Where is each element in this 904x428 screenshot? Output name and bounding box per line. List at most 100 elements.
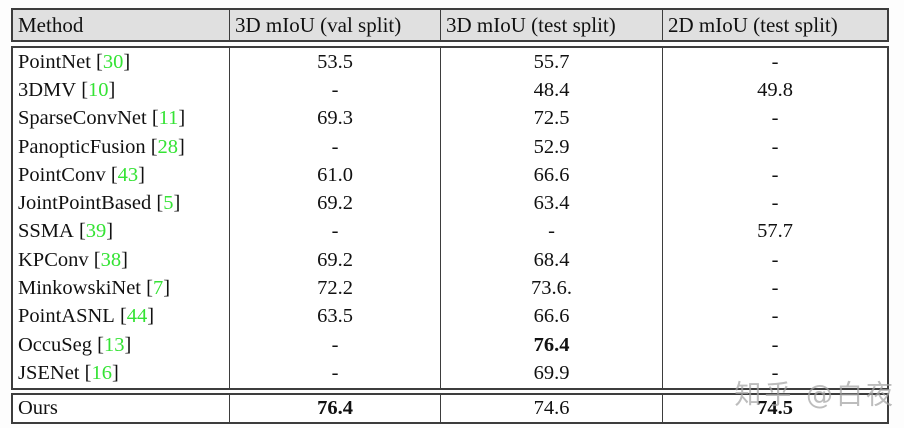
val-miou-cell: -	[229, 132, 440, 162]
val-miou-cell: 53.5	[229, 48, 440, 77]
method-cell: PointConv [43]	[13, 161, 229, 189]
test2d-miou-cell: -	[662, 246, 887, 275]
method-name: KPConv	[18, 248, 89, 271]
citation-ref[interactable]: 38	[100, 248, 122, 271]
column-header-3d-miou-test: 3D mIoU (test split)	[440, 10, 662, 40]
test2d-miou-cell: -	[662, 48, 887, 77]
method-name: JointPointBased	[18, 192, 152, 215]
citation-bracket: [	[88, 248, 101, 271]
method-name: OccuSeg	[18, 333, 93, 356]
test3d-miou-cell: 72.5	[440, 104, 662, 133]
val-miou-cell: -	[229, 330, 440, 360]
method-cell: PanopticFusion [28]	[13, 133, 229, 161]
method-name: JSENet	[18, 361, 80, 384]
test2d-miou-cell: 49.8	[662, 76, 887, 105]
method-cell: KPConv [38]	[13, 246, 229, 274]
val-miou-cell: 69.3	[229, 104, 440, 133]
test2d-miou-cell: -	[662, 132, 887, 162]
citation-bracket: [	[151, 192, 164, 215]
citation-bracket: [	[105, 163, 118, 186]
method-cell: MinkowskiNet [7]	[13, 274, 229, 302]
citation-ref[interactable]: 5	[163, 192, 174, 215]
citation-ref[interactable]: 43	[117, 163, 139, 186]
citation-bracket: ]	[178, 107, 186, 130]
method-name: PanopticFusion	[18, 135, 146, 158]
test3d-miou-cell: 52.9	[440, 132, 662, 162]
val-miou-cell: 72.2	[229, 274, 440, 303]
method-cell: 3DMV [10]	[13, 76, 229, 104]
citation-bracket: [	[90, 50, 103, 73]
val-miou-cell: -	[229, 359, 440, 388]
val-miou-cell: 63.5	[229, 302, 440, 331]
citation-bracket: ]	[138, 163, 145, 186]
method-cell: PointNet [30]	[13, 48, 229, 76]
table-body: PointNet [30] 53.5 55.7-3DMV [10] -48.4 49.8…	[11, 46, 889, 390]
citation-bracket: ]	[173, 192, 181, 215]
citation-bracket: [	[141, 277, 153, 300]
test3d-miou-cell: -	[440, 217, 662, 247]
citation-ref[interactable]: 13	[103, 333, 125, 356]
val-miou-cell: -	[229, 217, 440, 247]
test2d-miou-cell: -	[662, 161, 887, 190]
method-cell: SparseConvNet [11]	[13, 105, 229, 133]
citation-bracket: ]	[147, 305, 155, 328]
citation-bracket: ]	[108, 78, 116, 101]
citation-ref[interactable]: 11	[158, 107, 179, 130]
test2d-miou-cell: -	[662, 104, 887, 133]
column-header-method: Method	[18, 12, 84, 37]
test3d-miou-cell: 68.4	[440, 246, 662, 275]
val-miou-cell: 69.2	[229, 246, 440, 275]
test2d-miou-cell: 57.7	[662, 217, 887, 247]
citation-ref[interactable]: 7	[152, 277, 164, 300]
test3d-miou-cell: 76.4	[440, 330, 662, 360]
column-header-2d-miou-test: 2D mIoU (test split)	[662, 10, 887, 40]
citation-ref[interactable]: 28	[157, 135, 179, 158]
test3d-miou-cell: 69.9	[440, 359, 662, 388]
test2d-miou-cell: -	[662, 274, 887, 303]
citation-ref[interactable]: 10	[88, 78, 109, 101]
test3d-miou-cell: 66.6	[440, 302, 662, 331]
method-cell: JointPointBased [5]	[13, 189, 229, 217]
citation-ref[interactable]: 16	[91, 361, 112, 384]
method-name: Ours	[18, 396, 58, 419]
test2d-miou-cell: 74.5	[662, 394, 887, 422]
citation-bracket: ]	[123, 50, 131, 73]
test3d-miou-cell: 48.4	[440, 76, 662, 105]
citation-bracket: ]	[121, 248, 128, 271]
citation-bracket: [	[146, 107, 159, 130]
test3d-miou-cell: 55.7	[440, 48, 662, 77]
test3d-miou-cell: 63.4	[440, 189, 662, 218]
citation-ref[interactable]: 30	[102, 50, 124, 73]
citation-bracket: ]	[124, 333, 132, 356]
test3d-miou-cell: 74.6	[440, 394, 662, 422]
citation-bracket: [	[114, 305, 127, 328]
citation-bracket: [	[79, 361, 92, 384]
test3d-miou-cell: 66.6	[440, 161, 662, 190]
citation-ref[interactable]: 44	[126, 305, 148, 328]
citation-bracket: [	[76, 78, 89, 101]
table-header-row: Method 3D mIoU (val split) 3D mIoU (test…	[11, 8, 889, 42]
method-name: SparseConvNet	[18, 107, 147, 130]
citation-bracket: ]	[163, 277, 171, 300]
method-name: PointASNL	[18, 305, 115, 328]
val-miou-cell: -	[229, 76, 440, 105]
test3d-miou-cell: 73.6.	[440, 274, 662, 303]
val-miou-cell: 69.2	[229, 189, 440, 218]
method-cell: SSMA [39]	[13, 218, 229, 246]
method-cell: JSENet [16]	[13, 359, 229, 387]
test2d-miou-cell: -	[662, 359, 887, 388]
val-miou-cell: 76.4	[229, 394, 440, 422]
method-cell: PointASNL [44]	[13, 303, 229, 331]
table-footer: Ours 76.4 74.6 74.5	[11, 392, 889, 424]
method-name: MinkowskiNet	[18, 277, 141, 300]
method-name: PointConv	[18, 163, 106, 186]
test2d-miou-cell: -	[662, 330, 887, 360]
citation-bracket: [	[92, 333, 104, 356]
citation-bracket: [	[145, 135, 158, 158]
test2d-miou-cell: -	[662, 189, 887, 218]
citation-bracket: ]	[106, 220, 114, 243]
citation-bracket: ]	[111, 361, 119, 384]
citation-bracket: [	[73, 220, 86, 243]
method-cell: Ours	[13, 395, 229, 422]
citation-ref[interactable]: 39	[85, 220, 107, 243]
